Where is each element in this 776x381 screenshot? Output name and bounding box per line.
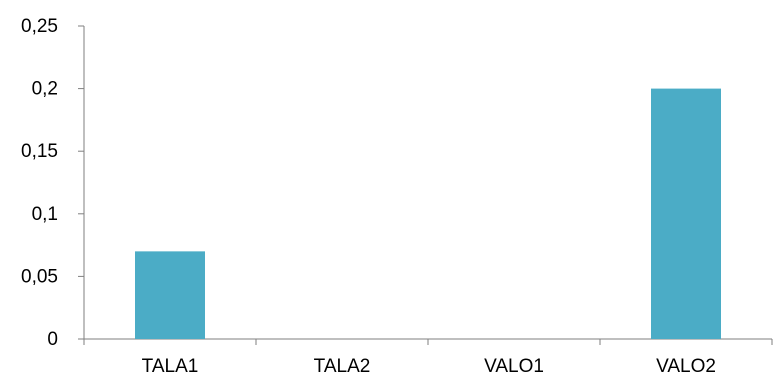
y-axis: 0 0,05 0,1 0,15 0,2 0,25	[21, 16, 85, 350]
y-tick-label: 0,25	[21, 16, 58, 37]
bar-tala1	[135, 251, 205, 339]
x-axis: TALA1 TALA2 VALO1 VALO2	[83, 338, 773, 377]
x-tick-label: TALA1	[142, 356, 199, 377]
x-tick-label: VALO1	[484, 356, 544, 377]
x-tick-label: VALO2	[656, 356, 716, 377]
bars	[135, 88, 721, 339]
x-tick-label: TALA2	[314, 356, 371, 377]
y-tick-label: 0,2	[32, 79, 58, 100]
y-tick-label: 0,05	[21, 266, 58, 287]
y-tick-label: 0	[47, 329, 58, 350]
bar-valo2	[651, 88, 721, 339]
y-tick-label: 0,1	[32, 204, 58, 225]
y-tick-label: 0,15	[21, 141, 58, 162]
